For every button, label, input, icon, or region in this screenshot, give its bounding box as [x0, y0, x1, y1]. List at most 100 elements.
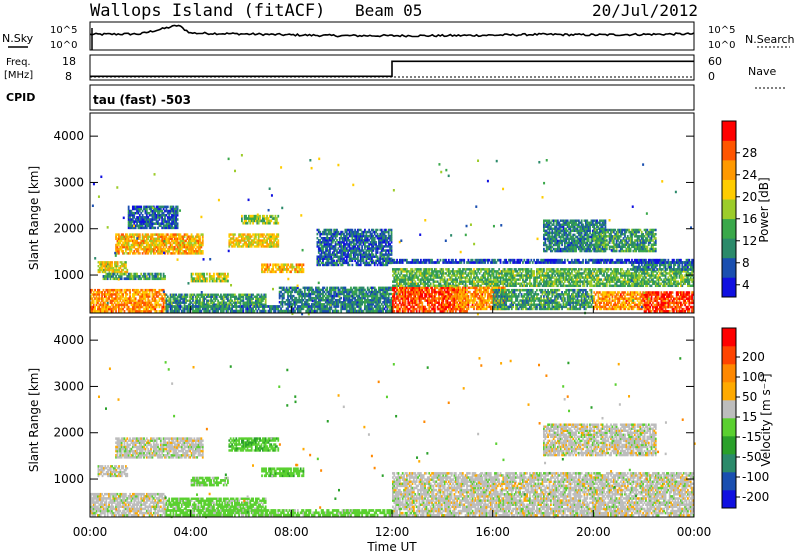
heatmap-cell [124, 235, 127, 238]
heatmap-cell [382, 305, 385, 308]
heatmap-cell [171, 216, 173, 219]
heatmap-cell [247, 299, 250, 302]
heatmap-cell [126, 293, 129, 296]
heatmap-cell [261, 270, 263, 274]
heatmap-cell [162, 220, 165, 223]
heatmap-cell [459, 268, 461, 271]
heatmap-cell [241, 293, 243, 296]
heatmap-cell [424, 307, 426, 311]
heatmap-cell [302, 270, 305, 274]
heatmap-cell [369, 292, 372, 296]
heatmap-cell [175, 239, 178, 243]
heatmap-cell [340, 251, 343, 254]
heatmap-cell [247, 307, 250, 311]
heatmap-cell [229, 297, 232, 300]
heatmap-cell [124, 250, 127, 253]
heatmap-cell [364, 239, 366, 242]
heatmap-cell [429, 274, 432, 277]
heatmap-cell [471, 284, 474, 288]
heatmap-cell [341, 288, 344, 292]
heatmap-cell [247, 305, 250, 308]
heatmap-cell [130, 222, 133, 225]
heatmap-cell [358, 247, 361, 250]
heatmap-cell [392, 305, 394, 309]
heatmap-cell [151, 303, 154, 307]
heatmap-cell [119, 245, 122, 249]
heatmap-cell [133, 309, 136, 313]
heatmap-cell [397, 284, 400, 288]
heatmap-cell [197, 309, 200, 313]
heatmap-cell [206, 303, 208, 306]
heatmap-cell [320, 236, 323, 240]
heatmap-cell [134, 309, 137, 313]
heatmap-cell [172, 218, 175, 221]
heatmap-cell [436, 272, 439, 275]
heatmap-cell [253, 303, 256, 306]
heatmap-cell [222, 299, 225, 302]
heatmap-cell [264, 303, 267, 306]
heatmap-cell [366, 286, 369, 290]
freq-tick-top: 18 [62, 55, 76, 68]
heatmap-cell [168, 220, 171, 223]
heatmap-cell [113, 288, 116, 292]
heatmap-cell [166, 307, 169, 311]
heatmap-cell [274, 245, 277, 248]
heatmap-cell [155, 218, 158, 221]
heatmap-cell [323, 263, 326, 267]
heatmap-cell [176, 243, 179, 247]
heatmap-cell [319, 257, 322, 261]
heatmap-cell [401, 284, 404, 288]
heatmap-cell [175, 307, 178, 311]
heatmap-cell [373, 305, 376, 308]
heatmap-cell [147, 218, 150, 221]
heatmap-cell [354, 249, 357, 252]
heatmap-cell [130, 211, 133, 215]
heatmap-cell [270, 239, 273, 242]
heatmap-cell [385, 249, 387, 252]
heatmap-cell [386, 292, 389, 296]
heatmap-cell [317, 257, 320, 261]
heatmap-cell [334, 286, 337, 290]
heatmap-cell [398, 301, 401, 304]
heatmap-cell [256, 239, 259, 242]
heatmap-cell [199, 275, 201, 278]
heatmap-cell [130, 247, 133, 251]
heatmap-cell [424, 295, 426, 298]
heatmap-cell [194, 295, 197, 298]
heatmap-cell [123, 237, 126, 241]
heatmap-cell [380, 239, 383, 242]
heatmap-cell [105, 295, 108, 298]
heatmap-cell [123, 288, 126, 292]
heatmap-cell [92, 309, 95, 313]
heatmap-cell [392, 297, 394, 300]
heatmap-cell [345, 236, 348, 240]
heatmap-cell [166, 295, 169, 298]
heatmap-cell [404, 270, 407, 273]
heatmap-cell [117, 307, 120, 311]
heatmap-cell [415, 272, 418, 275]
heatmap-cell [305, 303, 308, 306]
heatmap-cell [429, 276, 432, 279]
heatmap-cell [371, 234, 373, 238]
heatmap-cell [439, 288, 442, 292]
heatmap-cell [115, 309, 117, 313]
heatmap-cell [175, 216, 178, 219]
heatmap-cell [327, 257, 330, 261]
heatmap-cell [440, 286, 443, 290]
heatmap-cell [261, 309, 264, 313]
heatmap-cell [141, 299, 144, 302]
heatmap-cell [263, 241, 266, 244]
heatmap-cell [95, 299, 98, 302]
heatmap-cell [151, 272, 154, 276]
heatmap-cell [393, 288, 396, 292]
heatmap-cell [238, 309, 241, 313]
heatmap-cell [429, 292, 432, 296]
heatmap-cell [164, 250, 166, 253]
heatmap-cell [227, 275, 229, 278]
heatmap-cell [109, 291, 112, 294]
heatmap-cell [412, 284, 415, 288]
heatmap-cell [150, 301, 152, 305]
heatmap-cell [404, 303, 407, 307]
heatmap-cell [194, 303, 197, 306]
heatmap-cell [189, 247, 192, 251]
